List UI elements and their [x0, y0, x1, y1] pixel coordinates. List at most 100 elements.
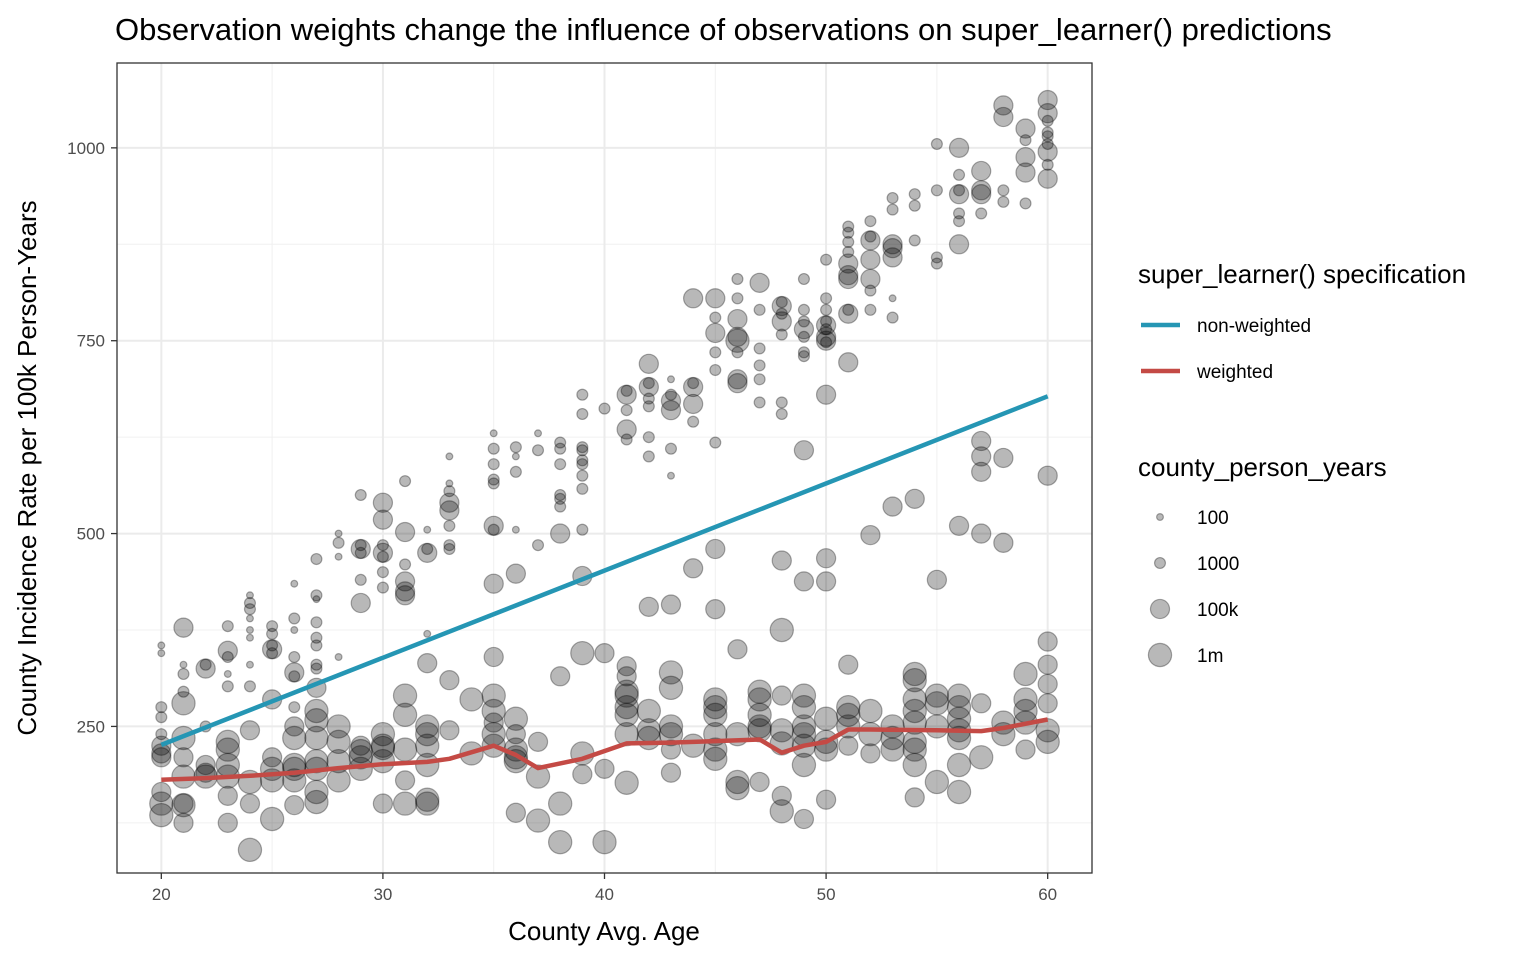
data-point: [243, 596, 257, 610]
data-point: [797, 350, 810, 363]
data-point: [747, 687, 772, 712]
data-point: [415, 787, 440, 812]
data-point: [749, 771, 770, 793]
data-point: [838, 253, 859, 274]
data-point: [326, 729, 351, 755]
data-point: [930, 257, 943, 270]
data-point: [860, 524, 881, 546]
data-point: [459, 687, 484, 712]
x-axis-title: County Avg. Age: [508, 916, 700, 946]
data-point: [370, 748, 396, 774]
data-point: [775, 307, 788, 320]
data-point: [753, 303, 766, 316]
data-point: [157, 649, 166, 658]
data-point: [946, 752, 972, 778]
data-point: [554, 458, 567, 471]
data-point: [731, 272, 744, 286]
data-point: [709, 311, 722, 324]
data-point: [489, 429, 498, 438]
data-point: [372, 492, 394, 513]
data-point: [310, 662, 323, 675]
data-point: [439, 492, 460, 513]
data-point: [503, 706, 529, 731]
data-point: [705, 288, 726, 309]
data-point: [971, 446, 992, 467]
data-point: [423, 525, 432, 534]
data-point: [815, 548, 837, 569]
data-point: [747, 679, 772, 704]
data-point: [946, 779, 972, 805]
data-point: [155, 728, 168, 741]
data-point: [505, 802, 527, 823]
data-point: [1015, 118, 1036, 139]
data-point: [505, 563, 527, 584]
data-point: [924, 691, 950, 716]
data-point: [550, 666, 571, 687]
data-point: [1019, 197, 1032, 210]
data-point: [483, 646, 504, 668]
data-point: [572, 764, 593, 785]
data-point: [620, 433, 633, 446]
x-tick-label: 30: [373, 885, 392, 904]
data-point: [284, 662, 305, 683]
data-point: [836, 702, 861, 728]
data-point: [1041, 130, 1054, 143]
data-point: [239, 793, 261, 814]
data-point: [415, 733, 440, 758]
data-point: [483, 573, 504, 594]
x-tick-label: 60: [1038, 885, 1057, 904]
data-point: [354, 539, 367, 552]
data-point: [525, 808, 551, 833]
data-point: [1035, 718, 1060, 743]
data-point: [527, 731, 549, 753]
data-point: [882, 496, 903, 517]
data-point: [394, 585, 416, 606]
data-point: [245, 660, 254, 669]
data-point: [1041, 126, 1054, 139]
data-point: [511, 452, 520, 461]
data-point: [177, 685, 190, 698]
legend-size-key-100k: [1149, 598, 1171, 620]
data-point: [924, 769, 950, 795]
data-point: [570, 640, 595, 666]
data-point: [284, 716, 305, 737]
data-point: [243, 680, 257, 693]
data-point: [705, 599, 726, 620]
data-point: [370, 735, 396, 761]
data-point: [930, 184, 943, 197]
data-point: [415, 752, 440, 778]
data-point: [658, 675, 684, 701]
data-point: [860, 268, 881, 290]
data-point: [703, 746, 728, 772]
data-point: [815, 326, 837, 348]
data-point: [838, 303, 859, 324]
data-point: [946, 694, 972, 720]
data-point: [902, 661, 927, 687]
data-point: [576, 444, 589, 457]
data-point: [487, 442, 500, 455]
data-point: [547, 791, 573, 816]
data-point: [149, 802, 174, 828]
data-point: [797, 346, 810, 359]
data-point: [908, 188, 921, 201]
data-point: [952, 184, 966, 197]
data-point: [858, 698, 883, 724]
data-point: [554, 436, 567, 449]
data-point: [421, 542, 434, 556]
data-point: [261, 747, 283, 768]
data-point: [614, 694, 639, 720]
data-point: [727, 369, 748, 390]
data-point: [638, 596, 659, 618]
data-point: [370, 721, 396, 747]
data-point: [399, 475, 412, 488]
data-point: [1037, 168, 1058, 189]
data-point: [836, 694, 861, 720]
data-point: [304, 748, 329, 774]
data-point: [948, 137, 970, 159]
data-point: [614, 683, 639, 708]
x-tick-label: 20: [152, 885, 171, 904]
data-point: [334, 529, 343, 538]
data-point: [771, 685, 792, 706]
data-point: [304, 789, 329, 815]
data-point: [1037, 693, 1058, 714]
